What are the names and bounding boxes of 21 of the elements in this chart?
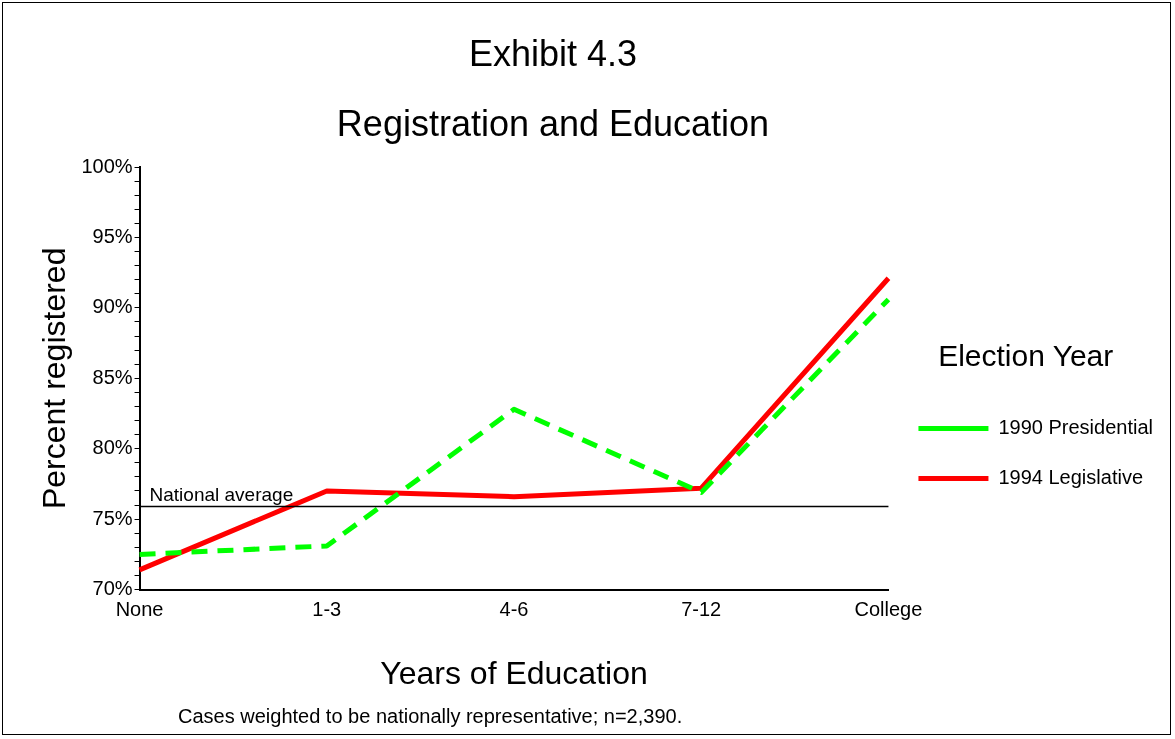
y-tick-label: 70% (92, 577, 133, 600)
legend-label: 1994 Legislative (998, 466, 1144, 489)
legend-label: 1990 Presidential (998, 416, 1154, 439)
chart-subtitle: Registration and Education (335, 103, 771, 145)
x-axis-title: Years of Education (380, 654, 648, 691)
legend-title: Election Year (938, 338, 1114, 372)
x-tick-label: College (854, 598, 923, 621)
y-tick-label: 75% (92, 506, 133, 529)
y-tick-label: 85% (92, 365, 133, 388)
x-tick-label: 7-12 (681, 598, 722, 621)
ref-line-label: National average (149, 484, 294, 506)
x-tick-label: 4-6 (499, 598, 529, 621)
x-tick-label: 1-3 (312, 598, 342, 621)
y-tick-label: 80% (92, 436, 133, 459)
y-tick-label: 100% (81, 154, 133, 177)
y-axis-title: Percent registered (36, 247, 73, 510)
x-tick-label: None (115, 598, 164, 621)
y-tick-label: 95% (92, 224, 133, 247)
chart-title: Exhibit 4.3 (467, 33, 639, 75)
text: Cases weighted to be nationally representative; n=2,390. (178, 705, 683, 728)
y-tick-label: 90% (92, 295, 133, 318)
